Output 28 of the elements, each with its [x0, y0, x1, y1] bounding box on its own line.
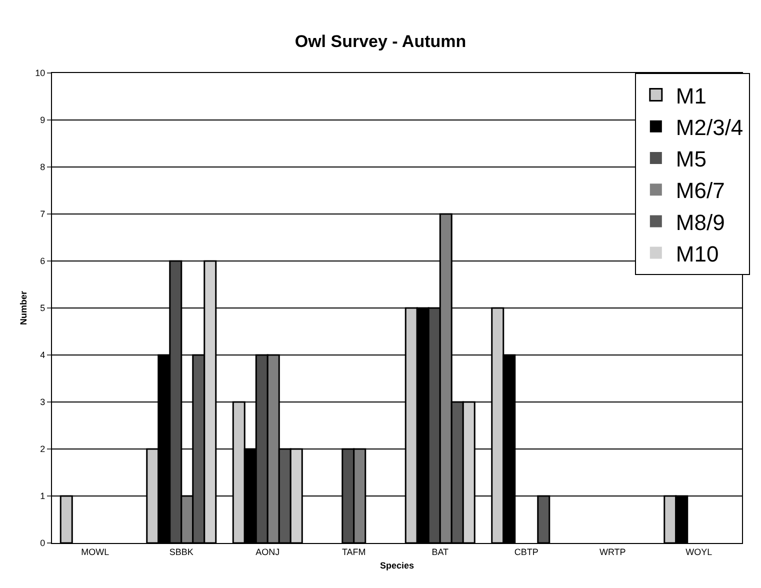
legend-label: M6/7 [676, 178, 725, 204]
y-tick-label: 9 [40, 115, 46, 126]
y-tick-label: 4 [40, 350, 46, 360]
y-tick-label: 0 [40, 538, 46, 548]
x-axis-title: Species [380, 560, 414, 571]
x-tick-label: SBBK [169, 546, 194, 557]
legend-label: M5 [676, 146, 706, 172]
x-tick-label: AONJ [256, 546, 280, 557]
y-tick-label: 6 [40, 256, 46, 266]
y-tick-label: 7 [40, 209, 46, 220]
chart-title: Owl Survey - Autumn [294, 32, 466, 52]
legend-label: M1 [676, 83, 706, 108]
legend-label: M8/9 [676, 210, 725, 235]
legend-label: M2/3/4 [676, 114, 744, 140]
y-tick-label: 2 [40, 444, 46, 454]
y-axis-title: Number [18, 290, 29, 326]
y-tick-label: 8 [40, 162, 46, 172]
x-tick-label: WOYL [686, 546, 712, 557]
x-tick-label: CBTP [514, 546, 538, 557]
x-tick-label: WRTP [599, 546, 626, 557]
x-tick-label: TAFM [342, 546, 366, 557]
y-tick-label: 5 [40, 303, 46, 314]
legend-label: M10 [676, 241, 719, 266]
x-tick-label: MOWL [81, 546, 110, 557]
y-tick-label: 3 [40, 397, 46, 408]
y-tick-label: 10 [35, 68, 46, 78]
x-tick-label: BAT [432, 546, 450, 557]
y-tick-label: 1 [40, 491, 46, 502]
